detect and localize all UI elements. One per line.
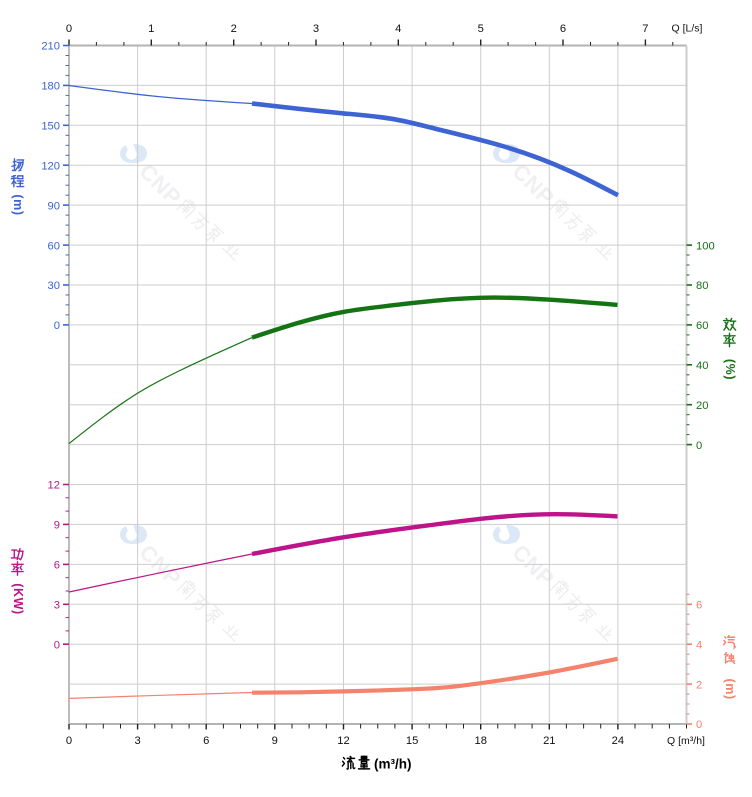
svg-text:(m): (m) — [723, 679, 737, 700]
svg-text:4: 4 — [395, 23, 401, 35]
svg-text:2: 2 — [696, 679, 702, 691]
svg-text:0: 0 — [696, 440, 702, 452]
svg-text:9: 9 — [54, 520, 60, 532]
svg-text:20: 20 — [696, 400, 708, 412]
svg-text:(m³/h): (m³/h) — [374, 757, 412, 772]
svg-text:3: 3 — [313, 23, 319, 35]
svg-text:1: 1 — [148, 23, 154, 35]
svg-text:3: 3 — [134, 735, 140, 747]
svg-text:0: 0 — [66, 23, 72, 35]
svg-text:6: 6 — [54, 560, 60, 572]
svg-text:150: 150 — [41, 121, 60, 133]
svg-text:100: 100 — [696, 240, 715, 252]
svg-text:0: 0 — [696, 719, 702, 731]
svg-text:0: 0 — [66, 735, 72, 747]
svg-text:210: 210 — [41, 41, 60, 53]
svg-text:6: 6 — [696, 600, 702, 612]
svg-text:Q [L/s]: Q [L/s] — [672, 23, 703, 35]
svg-text:2: 2 — [231, 23, 237, 35]
svg-text:Q [m³/h]: Q [m³/h] — [667, 735, 705, 747]
svg-text:6: 6 — [203, 735, 209, 747]
svg-text:CNP: CNP — [134, 540, 186, 592]
svg-text:120: 120 — [41, 160, 60, 172]
svg-text:24: 24 — [612, 735, 624, 747]
svg-text:12: 12 — [337, 735, 349, 747]
svg-text:180: 180 — [41, 81, 60, 93]
svg-text:3: 3 — [54, 600, 60, 612]
svg-text:18: 18 — [474, 735, 486, 747]
svg-text:0: 0 — [54, 320, 60, 332]
svg-text:12: 12 — [48, 480, 60, 492]
svg-text:CNP: CNP — [507, 159, 559, 211]
svg-text:60: 60 — [48, 240, 60, 252]
svg-text:(m): (m) — [11, 194, 25, 215]
svg-text:15: 15 — [406, 735, 418, 747]
svg-text:5: 5 — [478, 23, 484, 35]
svg-text:40: 40 — [696, 360, 708, 372]
svg-text:21: 21 — [543, 735, 555, 747]
svg-text:0: 0 — [54, 639, 60, 651]
svg-text:30: 30 — [48, 280, 60, 292]
svg-text:7: 7 — [642, 23, 648, 35]
svg-text:90: 90 — [48, 200, 60, 212]
svg-text:60: 60 — [696, 320, 708, 332]
svg-text:CNP: CNP — [507, 540, 559, 592]
svg-text:9: 9 — [272, 735, 278, 747]
svg-text:(KW): (KW) — [11, 583, 25, 615]
svg-text:80: 80 — [696, 280, 708, 292]
svg-text:(%): (%) — [723, 359, 737, 380]
svg-text:6: 6 — [560, 23, 566, 35]
svg-text:4: 4 — [696, 639, 702, 651]
svg-text:CNP: CNP — [134, 159, 186, 211]
